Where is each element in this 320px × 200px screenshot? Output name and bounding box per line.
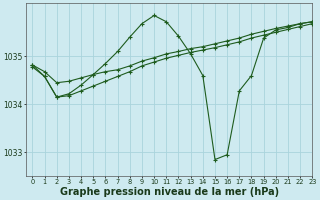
X-axis label: Graphe pression niveau de la mer (hPa): Graphe pression niveau de la mer (hPa) [60, 187, 279, 197]
